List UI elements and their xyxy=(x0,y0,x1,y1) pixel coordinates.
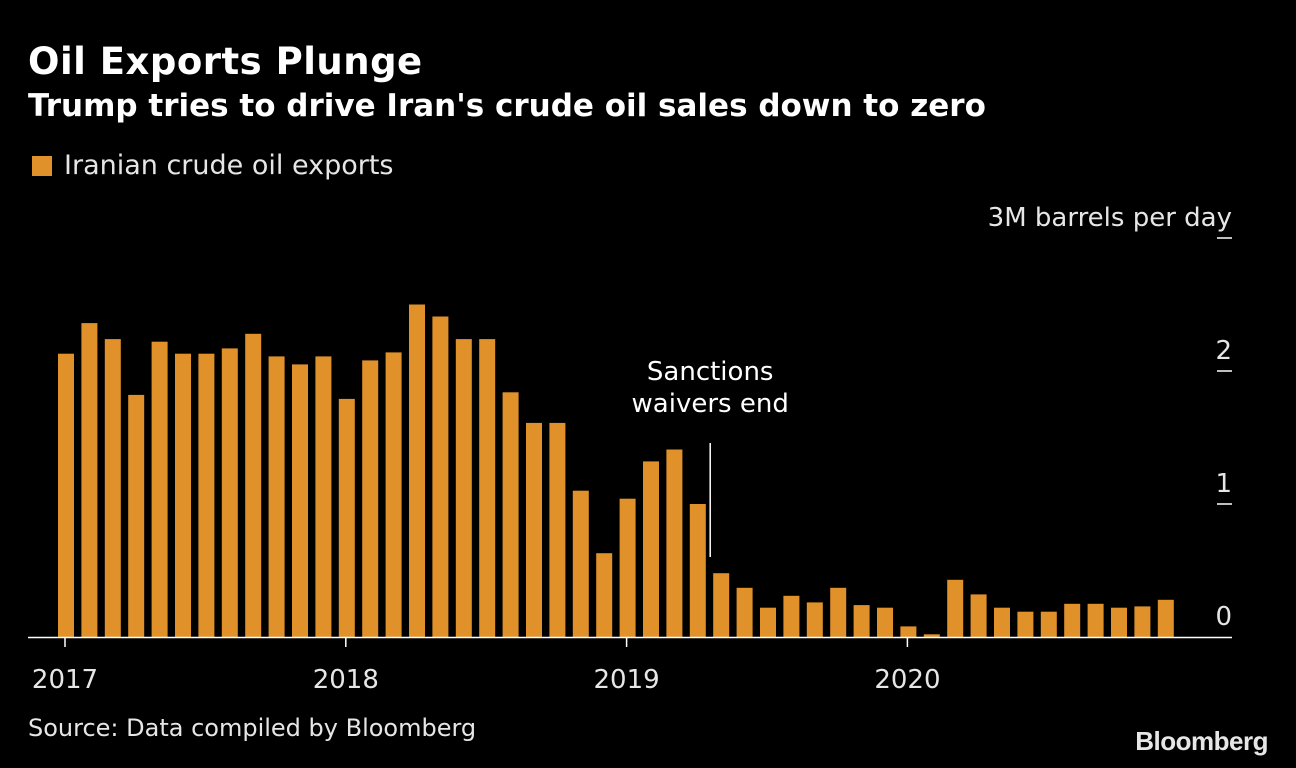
bar xyxy=(853,605,870,637)
bar xyxy=(806,602,823,637)
legend-swatch xyxy=(32,155,52,176)
chart-title: Oil Exports Plunge xyxy=(28,40,423,83)
bar xyxy=(58,353,74,637)
annotation-label: Sanctions xyxy=(647,357,774,387)
bar xyxy=(994,607,1010,637)
legend: Iranian crude oil exports xyxy=(32,150,393,181)
bar xyxy=(713,573,730,637)
bar xyxy=(877,607,893,637)
bar xyxy=(151,341,168,637)
bar xyxy=(1157,599,1174,637)
bar xyxy=(385,352,402,637)
source-note: Source: Data compiled by Bloomberg xyxy=(28,714,477,742)
bar xyxy=(830,587,847,637)
bar xyxy=(128,394,145,637)
bar xyxy=(643,461,659,637)
chart-subtitle: Trump tries to drive Iran's crude oil sa… xyxy=(28,88,986,124)
bar xyxy=(221,348,238,637)
bar xyxy=(1040,611,1057,637)
bar xyxy=(455,339,472,637)
bar xyxy=(1134,606,1151,637)
bar xyxy=(526,422,542,637)
bar xyxy=(1111,607,1127,637)
bar xyxy=(1087,603,1104,638)
x-tick-label: 2018 xyxy=(313,665,379,695)
bar xyxy=(596,553,613,637)
bar xyxy=(292,364,308,637)
bar xyxy=(338,398,355,637)
x-tick-label: 2017 xyxy=(32,665,98,695)
y-tick-label: 1 xyxy=(1215,469,1232,499)
bar xyxy=(1017,611,1034,637)
bloomberg-logo: Bloomberg xyxy=(1135,726,1268,756)
bar xyxy=(409,304,425,637)
bar xyxy=(1064,603,1081,638)
bar xyxy=(689,504,706,637)
bar xyxy=(947,579,964,637)
bar xyxy=(198,353,215,637)
y-tick-label: 3M barrels per day xyxy=(988,203,1232,233)
bar xyxy=(81,323,98,637)
bar xyxy=(783,595,800,637)
y-tick-label: 0 xyxy=(1215,602,1232,632)
bar xyxy=(502,392,519,637)
bar xyxy=(245,333,262,637)
bar xyxy=(666,449,683,637)
bar xyxy=(315,356,332,637)
bar xyxy=(268,356,285,637)
bar xyxy=(900,626,917,637)
bar xyxy=(619,498,636,637)
bar xyxy=(362,360,379,637)
bar xyxy=(479,339,496,637)
annotation-label: waivers end xyxy=(632,389,789,419)
bar xyxy=(736,587,753,637)
x-tick-label: 2020 xyxy=(874,665,940,695)
bar xyxy=(432,316,449,637)
bar xyxy=(760,607,776,637)
bar xyxy=(175,353,191,637)
legend-label: Iranian crude oil exports xyxy=(64,150,394,181)
bar xyxy=(970,594,987,637)
bar xyxy=(104,339,121,637)
bar xyxy=(923,634,940,637)
bar xyxy=(549,422,566,637)
x-tick-label: 2019 xyxy=(594,665,660,695)
y-tick-label: 2 xyxy=(1215,336,1232,366)
bar xyxy=(572,490,589,637)
